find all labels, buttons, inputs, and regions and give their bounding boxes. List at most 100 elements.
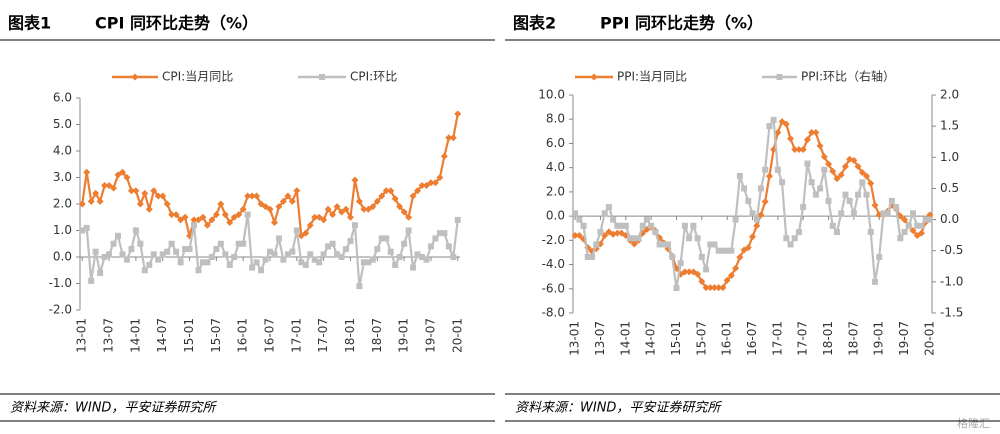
point	[825, 160, 833, 168]
x-tick-label: 14-07	[155, 318, 169, 353]
point	[159, 251, 166, 258]
point	[782, 120, 790, 128]
point	[850, 156, 858, 164]
point	[787, 241, 794, 248]
x-tick-label: 20-01	[450, 318, 464, 353]
point	[639, 222, 646, 229]
point	[316, 259, 323, 266]
point	[173, 248, 180, 255]
point	[686, 235, 693, 242]
point	[787, 135, 795, 143]
y-tick-label: 10.0	[538, 88, 565, 102]
point	[749, 233, 756, 241]
point	[182, 246, 189, 253]
point	[334, 251, 341, 258]
point	[204, 259, 211, 266]
point	[346, 213, 354, 221]
point	[369, 256, 376, 263]
point	[127, 187, 135, 195]
point	[766, 123, 773, 130]
y-tick-label: -2.0	[49, 303, 72, 317]
source-note: 资料来源：WIND，平安证券研究所	[515, 400, 722, 416]
point	[391, 195, 399, 203]
legend-marker	[319, 74, 325, 80]
point	[190, 216, 198, 224]
point	[97, 269, 104, 276]
point	[791, 146, 799, 153]
point	[141, 267, 148, 274]
chart-label: 图表2	[513, 14, 556, 33]
point	[719, 284, 727, 292]
point	[820, 153, 828, 161]
point	[262, 256, 269, 263]
point	[217, 200, 225, 208]
point	[736, 253, 744, 261]
y-tick-label: 1.0	[53, 223, 72, 237]
point	[774, 129, 782, 137]
point	[702, 284, 710, 292]
point	[710, 284, 718, 292]
point	[681, 222, 688, 229]
point	[867, 229, 874, 236]
point	[88, 277, 95, 284]
x-tick-label: 18-07	[370, 318, 384, 353]
point	[181, 213, 189, 221]
point	[288, 197, 296, 205]
point	[804, 160, 811, 167]
x-tick-label: 17-07	[796, 321, 810, 356]
point	[643, 216, 650, 223]
point	[427, 179, 435, 187]
point	[199, 213, 207, 221]
point	[698, 253, 705, 260]
point	[909, 227, 917, 235]
point	[356, 283, 363, 290]
point	[400, 208, 408, 216]
point	[297, 232, 305, 240]
point	[808, 179, 815, 186]
point	[445, 134, 453, 142]
point	[846, 197, 853, 204]
point	[436, 230, 443, 237]
x-tick-label: 18-01	[821, 321, 835, 356]
point	[123, 174, 131, 181]
point	[876, 253, 883, 260]
point	[239, 205, 247, 213]
point	[240, 240, 247, 247]
point	[855, 191, 862, 198]
point	[681, 268, 689, 276]
point	[673, 285, 680, 292]
point	[414, 187, 422, 195]
point	[707, 241, 714, 248]
point	[136, 200, 144, 208]
x-tick-label: 16-01	[720, 321, 734, 356]
point	[115, 232, 121, 239]
point	[580, 222, 587, 229]
point	[275, 235, 282, 242]
point	[817, 185, 824, 192]
point	[779, 179, 786, 186]
point	[893, 204, 900, 211]
point	[727, 271, 735, 279]
point	[325, 243, 332, 250]
point	[572, 210, 579, 217]
point	[338, 254, 345, 260]
y-tick-label: 4.0	[546, 160, 565, 174]
point	[783, 235, 790, 242]
point	[440, 152, 448, 160]
x-tick-label: 13-07	[102, 318, 116, 353]
point	[338, 208, 346, 216]
point	[155, 256, 162, 263]
point	[419, 254, 425, 260]
point	[203, 221, 211, 229]
point	[249, 264, 256, 271]
point	[698, 278, 706, 286]
point	[235, 211, 243, 219]
point	[83, 224, 90, 231]
x-tick-label: 13-07	[593, 321, 607, 356]
point	[83, 168, 91, 176]
point	[383, 235, 390, 242]
point	[449, 134, 457, 142]
point	[87, 197, 95, 205]
legend-label: PPI:当月同比	[617, 70, 687, 84]
